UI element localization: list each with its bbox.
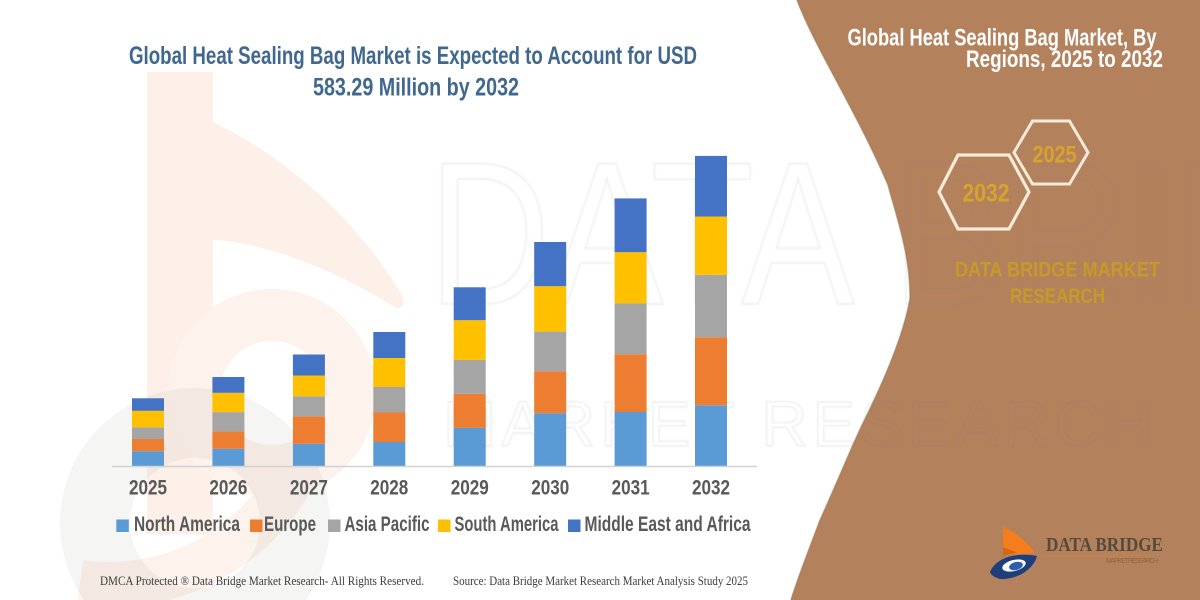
svg-text:Source: Data Bridge Market Res: Source: Data Bridge Market Research Mark… [453, 573, 748, 588]
svg-text:Global Heat Sealing Bag Market: Global Heat Sealing Bag Market is Expect… [129, 42, 697, 70]
svg-text:Asia Pacific: Asia Pacific [345, 513, 430, 536]
svg-text:2031: 2031 [612, 477, 650, 500]
svg-text:2030: 2030 [531, 477, 569, 500]
svg-text:Global Heat Sealing Bag Market: Global Heat Sealing Bag Market, By [848, 25, 1157, 52]
svg-text:2027: 2027 [290, 477, 328, 500]
svg-text:Europe: Europe [264, 513, 316, 536]
svg-text:RESEARCH: RESEARCH [1010, 285, 1105, 308]
svg-text:Middle East and Africa: Middle East and Africa [585, 513, 751, 536]
svg-text:583.29 Million by 2032: 583.29 Million by 2032 [313, 74, 519, 102]
svg-text:2025: 2025 [129, 477, 167, 500]
svg-text:2032: 2032 [692, 477, 730, 500]
svg-text:2026: 2026 [209, 477, 247, 500]
svg-text:MARKET RESEARCH: MARKET RESEARCH [1106, 558, 1158, 565]
svg-text:DMCA Protected ® Data Bridge M: DMCA Protected ® Data Bridge Market Rese… [100, 573, 424, 588]
svg-text:Regions, 2025 to 2032: Regions, 2025 to 2032 [966, 46, 1163, 73]
svg-text:DATA BRIDGE: DATA BRIDGE [1046, 534, 1163, 556]
svg-text:2025: 2025 [1033, 142, 1077, 169]
svg-text:2029: 2029 [451, 477, 489, 500]
svg-text:North America: North America [134, 513, 240, 536]
svg-text:2028: 2028 [370, 477, 408, 500]
svg-text:2032: 2032 [963, 180, 1010, 208]
svg-text:South America: South America [455, 513, 559, 536]
svg-text:DATA BRIDGE MARKET: DATA BRIDGE MARKET [955, 259, 1160, 282]
